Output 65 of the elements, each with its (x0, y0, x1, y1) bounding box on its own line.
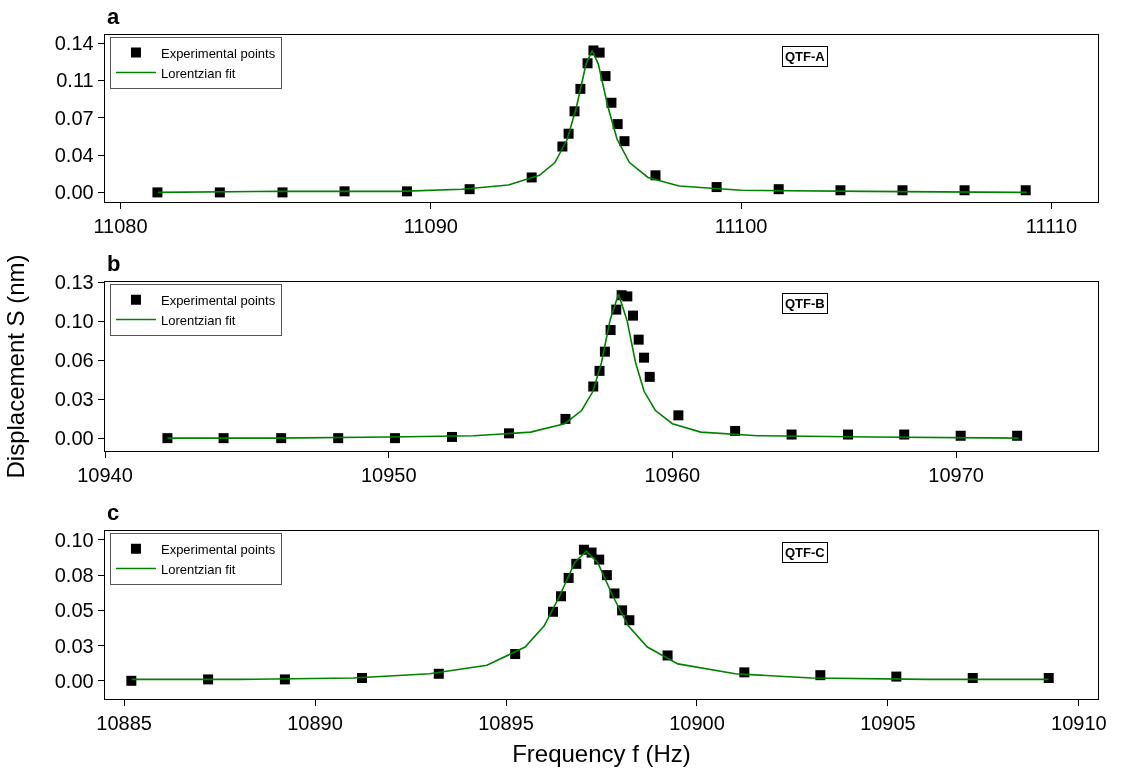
legend-label: Experimental points (160, 45, 276, 61)
point (203, 674, 214, 685)
y-tick-label: 0.00 (54, 181, 94, 204)
chart-title: a (107, 4, 120, 29)
x-tick-label: 10950 (360, 464, 417, 487)
y-tick-label: 0.00 (54, 669, 94, 692)
chart-title: c (107, 500, 120, 525)
point (633, 334, 644, 345)
point (1043, 673, 1054, 683)
legend-label: Experimental points (160, 292, 276, 308)
legend-label: Lorentzian fit (160, 65, 236, 81)
y-tick-label: 0.13 (54, 271, 94, 293)
point (619, 136, 630, 147)
y-tick-label: 0.06 (54, 349, 94, 372)
y-tick-label: 0.11 (56, 69, 94, 92)
x-tick-label: 10905 (860, 712, 916, 735)
chart-title: b (107, 251, 121, 276)
annotation: QTF-C (785, 545, 826, 560)
point (126, 675, 137, 686)
legend-label: Experimental points (160, 541, 276, 557)
point (152, 187, 163, 198)
point (897, 185, 908, 196)
y-tick-label: 0.10 (54, 528, 94, 551)
x-tick-label: 10885 (96, 712, 152, 735)
y-tick-label: 0.05 (54, 599, 94, 622)
legend-label: Lorentzian fit (160, 561, 236, 577)
y-tick-label: 0.08 (54, 564, 94, 587)
point (339, 186, 350, 197)
point (600, 71, 611, 82)
point (1020, 185, 1031, 196)
point (627, 310, 638, 321)
y-axis-title: Displacement S (nm) (1, 254, 29, 479)
point (622, 291, 633, 302)
y-tick-label: 0.04 (54, 144, 94, 167)
y-tick-label: 0.10 (54, 310, 94, 333)
x-tick-label: 10940 (77, 464, 133, 487)
point (277, 187, 288, 198)
x-tick-label: 10960 (644, 464, 701, 487)
y-tick-label: 0.03 (54, 634, 94, 657)
point (967, 673, 978, 683)
point (162, 433, 173, 444)
x-tick-label: 10900 (669, 712, 725, 735)
x-tick-label: 10895 (478, 712, 534, 735)
point (644, 371, 655, 382)
y-tick-label: 0.03 (54, 388, 94, 411)
x-tick-label: 10890 (287, 712, 343, 735)
point (612, 119, 623, 130)
point (333, 433, 344, 444)
annotation: QTF-A (785, 49, 826, 64)
x-tick-label: 11080 (93, 215, 148, 238)
point (673, 410, 684, 421)
y-tick-label: 0.00 (54, 427, 94, 450)
point (639, 352, 650, 363)
x-tick-label: 11100 (714, 215, 768, 238)
y-tick-label: 0.07 (54, 106, 94, 129)
point (773, 184, 784, 195)
point (594, 47, 605, 58)
x-tick-label: 11110 (1025, 215, 1078, 238)
annotation: QTF-B (785, 296, 825, 311)
x-tick-label: 10910 (1051, 712, 1107, 735)
y-tick-label: 0.14 (54, 32, 94, 54)
x-tick-label: 10970 (928, 464, 984, 487)
x-axis-title: Frequency f (Hz) (512, 740, 691, 768)
legend-label: Lorentzian fit (160, 312, 236, 328)
x-tick-label: 11090 (403, 215, 458, 238)
